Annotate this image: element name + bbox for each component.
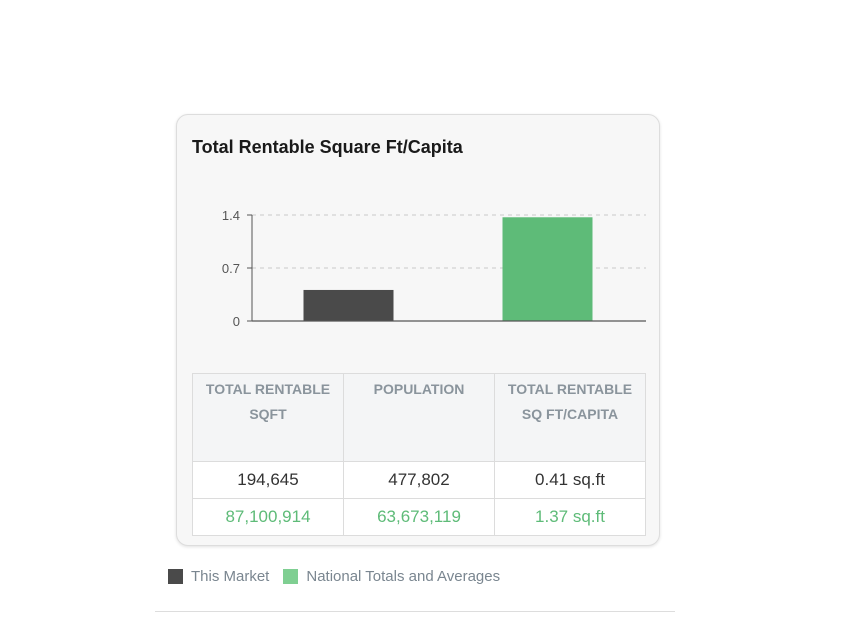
header-sqft-per-capita: TOTAL RENTABLE SQ FT/CAPITA: [494, 373, 646, 462]
y-tick-label: 1.4: [222, 208, 240, 223]
y-tick-label: 0: [233, 314, 240, 329]
stats-table: TOTAL RENTABLE SQFT POPULATION TOTAL REN…: [192, 373, 646, 536]
bar-national: [502, 217, 593, 321]
table-row-market: 194,645 477,802 0.41 sq.ft: [192, 461, 646, 499]
legend-swatch-national: [283, 569, 299, 584]
bar-chart: 0 0.7 1.4: [222, 208, 646, 329]
legend-item-market: This Market: [168, 568, 269, 585]
y-tick-label: 0.7: [222, 261, 240, 276]
market-sqft-per-capita: 0.41 sq.ft: [494, 461, 646, 499]
chart-legend: This Market National Totals and Averages: [168, 568, 514, 585]
legend-item-national: National Totals and Averages: [283, 568, 500, 585]
table-header-row: TOTAL RENTABLE SQFT POPULATION TOTAL REN…: [192, 373, 646, 462]
legend-swatch-market: [168, 569, 183, 584]
legend-label-market: This Market: [191, 568, 270, 585]
card-title: Total Rentable Square Ft/Capita: [192, 137, 463, 157]
chart-card: Total Rentable Square Ft/Capita 0 0.7 1.4 …: [176, 114, 660, 546]
legend-label-national: National Totals and Averages: [306, 568, 501, 585]
national-population: 63,673,119: [343, 498, 495, 536]
bottom-divider: [155, 611, 675, 612]
header-population: POPULATION: [343, 373, 495, 462]
national-total-sqft: 87,100,914: [192, 498, 344, 536]
table-row-national: 87,100,914 63,673,119 1.37 sq.ft: [192, 498, 646, 536]
market-total-sqft: 194,645: [192, 461, 344, 499]
market-population: 477,802: [343, 461, 495, 499]
national-sqft-per-capita: 1.37 sq.ft: [494, 498, 646, 536]
bar-market: [303, 289, 394, 321]
header-total-rentable-sqft: TOTAL RENTABLE SQFT: [192, 373, 344, 462]
